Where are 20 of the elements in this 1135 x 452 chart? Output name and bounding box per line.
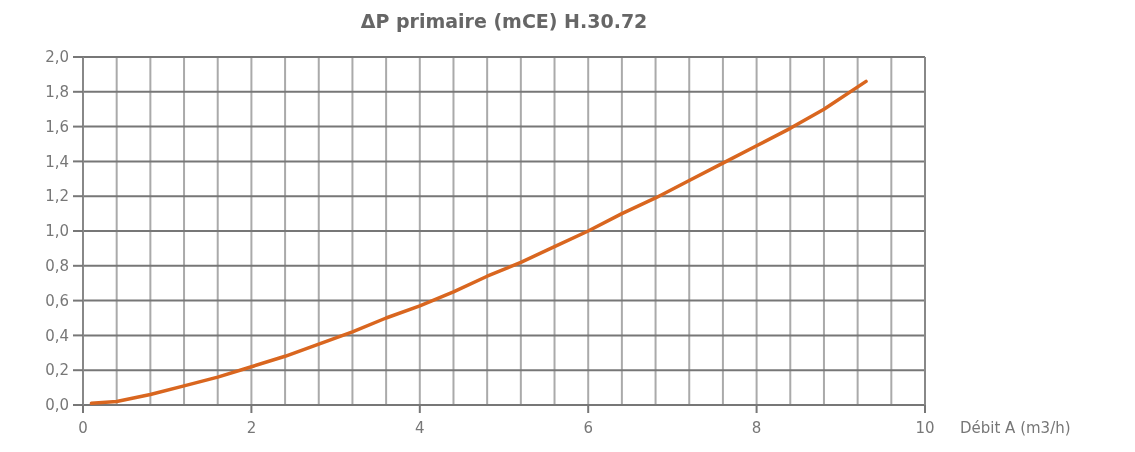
- x-tick-label: 2: [246, 419, 257, 437]
- y-tick-label: 0,8: [45, 257, 69, 276]
- x-tick-label: 10: [915, 419, 935, 437]
- y-tick-label: 0,0: [45, 396, 69, 415]
- y-tick-label: 0,6: [45, 291, 69, 310]
- x-tick-label: 6: [583, 419, 593, 437]
- x-tick-label: 8: [751, 419, 762, 437]
- line-series: [89, 79, 868, 406]
- y-tick-label: 1,6: [45, 117, 69, 136]
- y-tick-label: 0,4: [45, 326, 69, 345]
- y-tick-label: 0,2: [45, 361, 69, 380]
- x-tick-label: 0: [78, 419, 88, 437]
- y-tick-label: 1,8: [45, 83, 69, 102]
- x-axis-title: Débit A (m3/h): [960, 419, 1071, 437]
- y-tick-label: 1,0: [45, 222, 69, 241]
- y-tick-label: 1,2: [45, 187, 69, 206]
- chart-title: ΔP primaire (mCE) H.30.72: [360, 10, 648, 32]
- x-tick-label: 4: [415, 419, 425, 437]
- y-tick-label: 1,4: [45, 152, 69, 171]
- y-tick-label: 2,0: [45, 48, 69, 67]
